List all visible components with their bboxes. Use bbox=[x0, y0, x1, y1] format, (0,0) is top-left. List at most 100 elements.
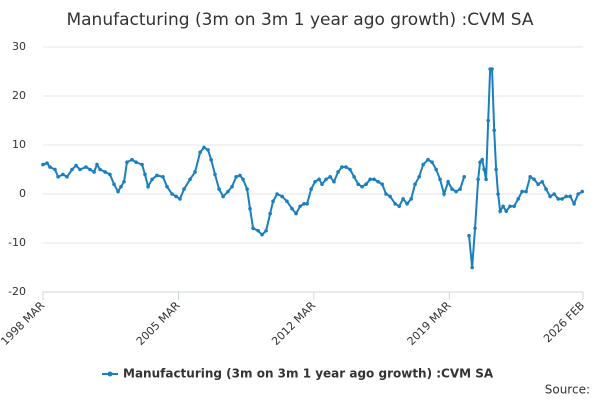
point bbox=[178, 197, 182, 201]
point bbox=[302, 202, 306, 206]
point bbox=[230, 184, 234, 189]
point bbox=[84, 165, 88, 169]
y-tick-label: 10 bbox=[12, 138, 26, 151]
point bbox=[478, 160, 482, 164]
point bbox=[516, 197, 520, 201]
point bbox=[352, 175, 356, 179]
point bbox=[494, 167, 498, 172]
x-tick-label: 1998 MAR bbox=[0, 299, 47, 348]
point bbox=[188, 177, 192, 182]
point bbox=[245, 187, 249, 191]
point bbox=[524, 189, 528, 194]
point bbox=[430, 160, 434, 164]
point bbox=[552, 192, 556, 196]
point bbox=[198, 150, 202, 155]
point bbox=[174, 194, 178, 199]
point bbox=[564, 194, 568, 199]
point bbox=[95, 162, 99, 167]
point bbox=[328, 175, 332, 179]
point bbox=[364, 182, 368, 186]
point bbox=[280, 194, 284, 199]
point bbox=[170, 192, 174, 196]
point bbox=[217, 187, 221, 191]
point bbox=[209, 157, 213, 162]
point bbox=[238, 173, 242, 178]
point bbox=[122, 179, 126, 184]
point bbox=[376, 179, 380, 184]
point bbox=[285, 199, 289, 204]
point bbox=[512, 204, 516, 209]
y-tick-label: 20 bbox=[12, 89, 26, 102]
point bbox=[119, 184, 123, 189]
point bbox=[161, 175, 165, 179]
point bbox=[143, 172, 147, 177]
point bbox=[480, 157, 484, 162]
point bbox=[473, 226, 477, 231]
point bbox=[74, 163, 78, 168]
point bbox=[290, 206, 294, 211]
point bbox=[508, 204, 512, 209]
point bbox=[146, 184, 150, 189]
point bbox=[413, 182, 417, 186]
point bbox=[397, 204, 401, 209]
point bbox=[332, 179, 336, 184]
point bbox=[393, 202, 397, 206]
point bbox=[438, 177, 442, 182]
point bbox=[226, 189, 230, 194]
x-tick-label: 2026 FEB bbox=[541, 299, 587, 345]
point bbox=[372, 177, 376, 182]
point bbox=[536, 182, 540, 186]
point bbox=[108, 172, 112, 177]
point bbox=[103, 170, 107, 174]
point bbox=[486, 118, 490, 123]
point bbox=[476, 177, 480, 182]
point bbox=[470, 265, 474, 270]
point bbox=[556, 197, 561, 201]
point bbox=[356, 182, 360, 186]
point bbox=[182, 187, 186, 191]
point bbox=[336, 170, 340, 174]
point bbox=[56, 175, 60, 179]
point bbox=[275, 192, 279, 196]
point bbox=[309, 187, 313, 191]
y-tick-label: -10 bbox=[8, 236, 26, 249]
point bbox=[501, 204, 505, 209]
point bbox=[482, 167, 486, 172]
point bbox=[116, 189, 120, 194]
point bbox=[446, 179, 450, 184]
point bbox=[41, 162, 45, 167]
point bbox=[112, 182, 116, 186]
y-tick-label: 30 bbox=[12, 40, 26, 53]
point bbox=[388, 194, 392, 199]
point bbox=[348, 167, 352, 172]
point bbox=[256, 228, 260, 233]
point bbox=[384, 192, 388, 196]
point bbox=[271, 199, 275, 204]
point bbox=[53, 167, 57, 172]
point bbox=[48, 165, 52, 169]
point bbox=[580, 189, 585, 194]
point bbox=[450, 187, 454, 191]
point bbox=[155, 173, 159, 178]
point bbox=[313, 179, 317, 184]
chart-title: Manufacturing (3m on 3m 1 year ago growt… bbox=[66, 10, 533, 30]
point bbox=[320, 182, 324, 186]
point bbox=[484, 177, 488, 182]
point bbox=[193, 170, 197, 174]
point bbox=[462, 175, 467, 179]
point bbox=[251, 226, 255, 231]
point bbox=[490, 67, 494, 71]
point bbox=[150, 177, 154, 182]
point bbox=[548, 194, 552, 199]
point bbox=[426, 157, 430, 162]
point bbox=[467, 233, 471, 238]
y-tick-label: -20 bbox=[8, 285, 26, 298]
point bbox=[520, 189, 524, 194]
point bbox=[134, 160, 138, 164]
source: Source: bbox=[545, 383, 590, 397]
x-tick-label: 2019 MAR bbox=[405, 299, 454, 348]
point bbox=[202, 145, 206, 150]
point bbox=[70, 167, 74, 172]
point bbox=[165, 184, 169, 189]
